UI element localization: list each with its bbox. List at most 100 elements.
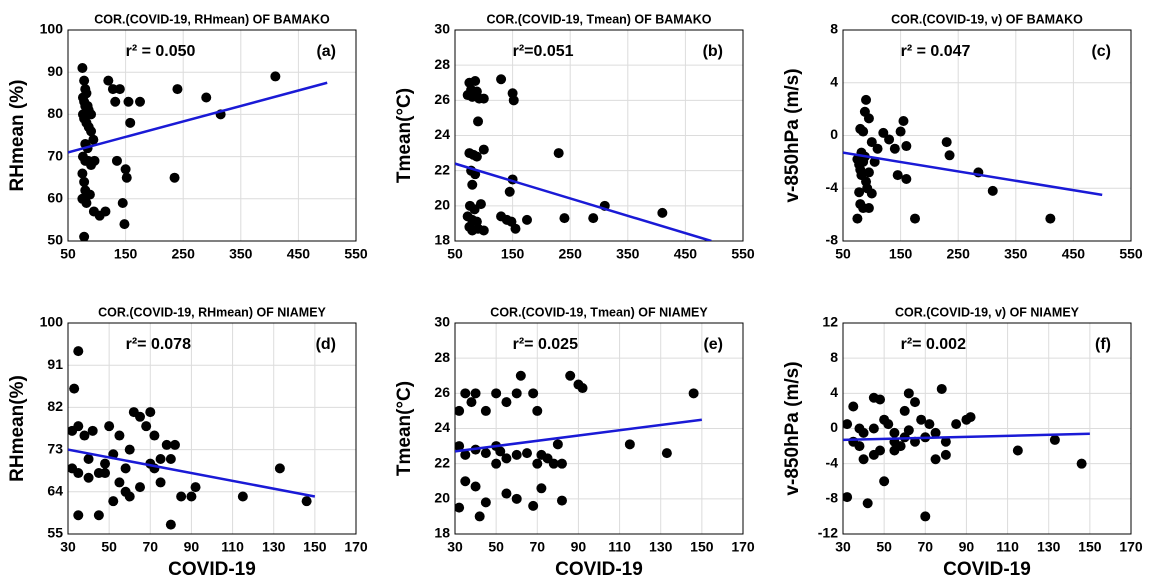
point xyxy=(863,203,874,214)
point xyxy=(508,95,519,106)
point xyxy=(858,126,869,137)
x-tick-label: 250 xyxy=(172,246,196,262)
point xyxy=(84,189,95,200)
panel: 30 50 70 90 110 130 150 170 -12 -8 -4 0 4 8 12 COR.(COV… xyxy=(782,305,1143,580)
point xyxy=(120,463,131,474)
point xyxy=(145,407,156,418)
x-tick-label: 150 xyxy=(114,246,138,262)
point xyxy=(624,439,635,450)
point xyxy=(100,206,111,217)
point xyxy=(114,430,125,441)
point xyxy=(901,141,912,152)
point xyxy=(843,419,853,430)
plot-area xyxy=(455,370,703,522)
point xyxy=(165,453,176,464)
x-tick-label: 90 xyxy=(959,539,975,555)
point xyxy=(83,472,94,483)
point xyxy=(201,92,212,103)
point xyxy=(951,419,962,430)
y-tick-label: 20 xyxy=(434,490,450,506)
y-tick-label: 18 xyxy=(434,525,450,541)
y-axis-label: Tmean(°C) xyxy=(394,381,415,476)
point xyxy=(460,388,471,399)
y-tick-label: 91 xyxy=(47,356,63,372)
panel-label: (d) xyxy=(316,336,336,353)
point xyxy=(852,213,863,224)
point xyxy=(460,449,471,460)
r-squared: r²= 0.002 xyxy=(901,336,966,353)
plot-frame xyxy=(842,322,1132,535)
x-tick-label: 450 xyxy=(287,246,311,262)
panel: 50 150 250 350 450 550 18 20 22 24 26 28 30 COR.(COVI… xyxy=(394,12,755,261)
point xyxy=(588,213,599,224)
y-axis-label: RHmean (%) xyxy=(7,80,28,192)
point xyxy=(556,458,567,469)
x-tick-label: 110 xyxy=(221,539,244,555)
point xyxy=(987,185,998,196)
point xyxy=(868,423,879,434)
point xyxy=(577,383,588,394)
point xyxy=(920,511,931,522)
point xyxy=(237,491,248,502)
point xyxy=(172,84,183,95)
point xyxy=(875,445,886,456)
point xyxy=(69,383,80,394)
point xyxy=(501,453,512,464)
point xyxy=(532,405,543,416)
x-tick-label: 150 xyxy=(889,246,913,262)
point xyxy=(108,496,119,507)
point xyxy=(889,143,900,154)
plot-area xyxy=(843,94,1103,224)
point xyxy=(88,134,99,145)
y-axis-label: v-850hPa (m/s) xyxy=(782,361,803,495)
x-tick-label: 30 xyxy=(60,539,76,555)
point xyxy=(879,476,890,487)
x-tick-label: 70 xyxy=(142,539,158,555)
fit-line xyxy=(843,432,1090,442)
point xyxy=(898,115,909,126)
y-tick-label: 30 xyxy=(434,21,450,37)
point xyxy=(903,425,914,436)
x-axis-label: COVID-19 xyxy=(555,559,643,580)
point xyxy=(930,454,941,465)
point xyxy=(528,388,539,399)
point xyxy=(186,491,197,502)
point xyxy=(73,510,84,521)
x-tick-label: 50 xyxy=(101,539,117,555)
point xyxy=(866,137,877,148)
point xyxy=(941,137,952,148)
point xyxy=(496,74,507,85)
r-squared: r²= 0.078 xyxy=(126,336,191,353)
x-tick-label: 350 xyxy=(229,246,253,262)
point xyxy=(114,477,125,488)
point xyxy=(467,179,478,190)
y-tick-label: 22 xyxy=(434,454,450,470)
y-tick-label: -4 xyxy=(826,179,839,195)
point xyxy=(141,421,152,432)
point xyxy=(1045,213,1056,224)
point xyxy=(854,187,865,198)
point xyxy=(1076,458,1087,469)
point xyxy=(124,444,135,455)
point xyxy=(895,126,906,137)
point xyxy=(471,151,482,162)
panel-title: COR.(COVID-19, Tmean) OF NIAMEY xyxy=(490,305,708,319)
point xyxy=(528,500,539,511)
point xyxy=(165,519,176,530)
point xyxy=(176,491,187,502)
y-tick-label: 18 xyxy=(434,232,450,248)
point xyxy=(274,463,285,474)
point xyxy=(120,164,131,175)
point xyxy=(522,214,532,225)
point xyxy=(854,423,865,434)
point xyxy=(916,414,927,425)
panel-label: (c) xyxy=(1091,43,1111,60)
point xyxy=(270,71,281,82)
fit-line xyxy=(455,162,712,241)
x-tick-label: 550 xyxy=(731,246,755,262)
plot-area xyxy=(843,383,1090,522)
point xyxy=(511,449,522,460)
x-tick-label: 450 xyxy=(674,246,698,262)
point xyxy=(121,172,132,183)
